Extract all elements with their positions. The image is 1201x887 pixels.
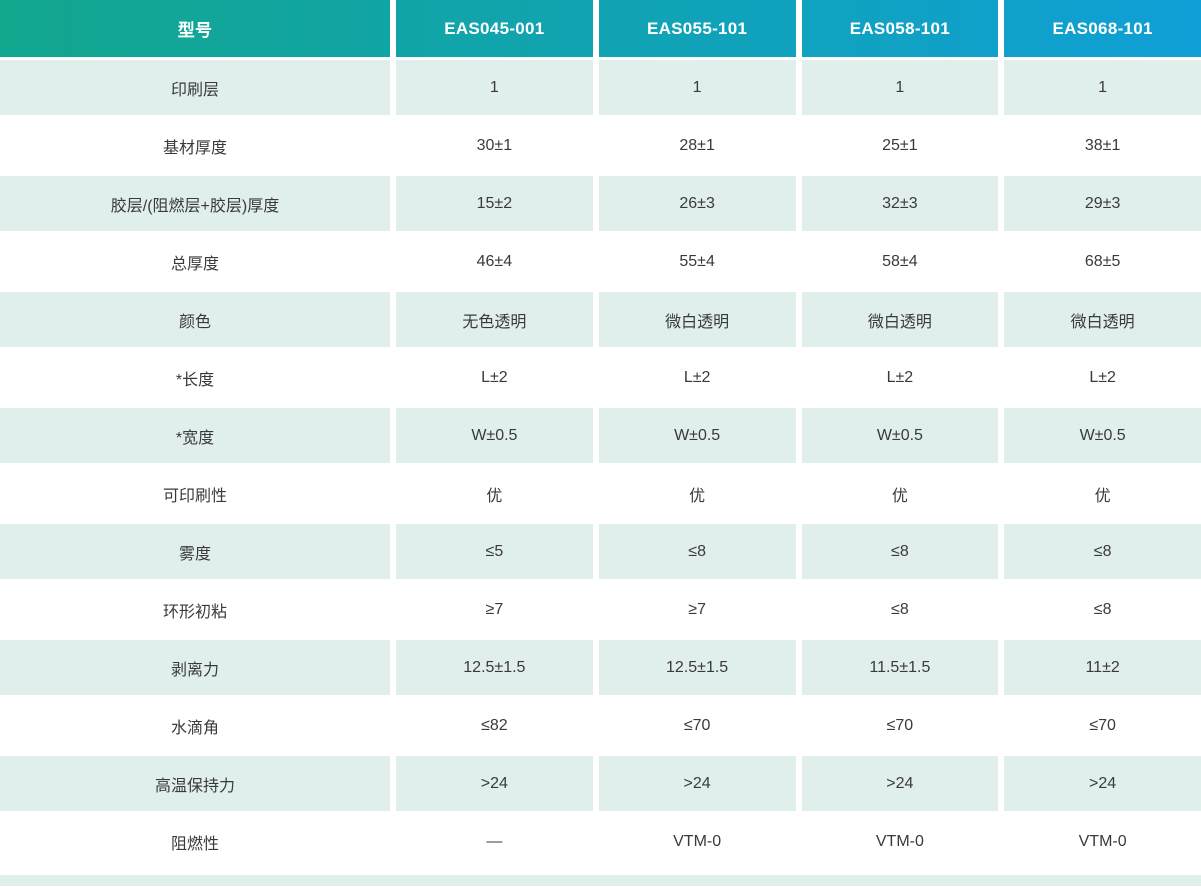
row-label: 雾度 xyxy=(0,524,390,579)
row-label: 总厚度 xyxy=(0,234,390,289)
value-cell: L±2 xyxy=(598,350,796,405)
value-cell: ≤5 xyxy=(396,524,593,579)
value-cell: W±0.5 xyxy=(801,408,999,463)
value-cell: ≤8 xyxy=(1004,524,1201,579)
value-cell: ≥7 xyxy=(396,582,593,637)
row-label: 剥离力 xyxy=(0,640,390,695)
value-cell: 58±4 xyxy=(801,234,999,289)
value-cell: VTM-0 xyxy=(801,814,999,869)
value-cell: L±2 xyxy=(1004,350,1201,405)
value-cell: >24 xyxy=(396,756,593,811)
column-header-model-label: 型号 xyxy=(0,0,390,57)
row-label: 高温保持力 xyxy=(0,756,390,811)
value-cell: >24 xyxy=(1004,756,1201,811)
value-cell: 11.5±1.5 xyxy=(801,640,999,695)
value-cell: >24 xyxy=(598,756,796,811)
value-cell: 29±3 xyxy=(1004,176,1201,231)
row-label: 阻燃性 xyxy=(0,814,390,869)
value-cell: W±0.5 xyxy=(396,408,593,463)
row-label: *宽度 xyxy=(0,408,390,463)
value-cell: 1 xyxy=(1004,60,1201,115)
value-cell: 25±1 xyxy=(801,118,999,173)
value-cell: 无色透明 xyxy=(396,292,593,347)
value-cell: ≤8 xyxy=(801,582,999,637)
value-cell: 12.5±1.5 xyxy=(396,640,593,695)
value-cell: 微白透明 xyxy=(801,292,999,347)
column-header-eas055: EAS055-101 xyxy=(598,0,796,57)
value-cell: 38±1 xyxy=(1004,118,1201,173)
value-cell: — xyxy=(396,814,593,869)
column-header-eas045: EAS045-001 xyxy=(396,0,593,57)
value-cell: ≤70 xyxy=(1004,698,1201,753)
value-cell: 微白透明 xyxy=(598,292,796,347)
value-cell: VTM-0 xyxy=(598,814,796,869)
value-cell: ≤70 xyxy=(598,698,796,753)
row-label: 颜色 xyxy=(0,292,390,347)
value-cell: ≥7 xyxy=(598,582,796,637)
value-cell: 30±1 xyxy=(396,118,593,173)
value-cell: 15±2 xyxy=(396,176,593,231)
next-section-strip xyxy=(0,875,1201,886)
row-label: 印刷层 xyxy=(0,60,390,115)
value-cell: VTM-0 xyxy=(1004,814,1201,869)
value-cell: L±2 xyxy=(396,350,593,405)
value-cell: W±0.5 xyxy=(1004,408,1201,463)
value-cell: W±0.5 xyxy=(598,408,796,463)
row-label: 胶层/(阻燃层+胶层)厚度 xyxy=(0,176,390,231)
row-label: 可印刷性 xyxy=(0,466,390,521)
value-cell: ≤8 xyxy=(1004,582,1201,637)
value-cell: L±2 xyxy=(801,350,999,405)
row-label: 基材厚度 xyxy=(0,118,390,173)
row-label: *长度 xyxy=(0,350,390,405)
value-cell: 55±4 xyxy=(598,234,796,289)
value-cell: 优 xyxy=(1004,466,1201,521)
value-cell: 32±3 xyxy=(801,176,999,231)
row-label: 环形初粘 xyxy=(0,582,390,637)
value-cell: >24 xyxy=(801,756,999,811)
value-cell: 1 xyxy=(598,60,796,115)
value-cell: 微白透明 xyxy=(1004,292,1201,347)
value-cell: 68±5 xyxy=(1004,234,1201,289)
spec-table: 型号 EAS045-001 EAS055-101 EAS058-101 EAS0… xyxy=(0,0,1201,869)
value-cell: ≤82 xyxy=(396,698,593,753)
value-cell: 优 xyxy=(598,466,796,521)
value-cell: ≤8 xyxy=(598,524,796,579)
column-header-eas058: EAS058-101 xyxy=(801,0,999,57)
value-cell: ≤8 xyxy=(801,524,999,579)
value-cell: ≤70 xyxy=(801,698,999,753)
value-cell: 28±1 xyxy=(598,118,796,173)
value-cell: 46±4 xyxy=(396,234,593,289)
value-cell: 优 xyxy=(396,466,593,521)
value-cell: 26±3 xyxy=(598,176,796,231)
value-cell: 优 xyxy=(801,466,999,521)
value-cell: 11±2 xyxy=(1004,640,1201,695)
column-header-eas068: EAS068-101 xyxy=(1004,0,1201,57)
row-label: 水滴角 xyxy=(0,698,390,753)
value-cell: 12.5±1.5 xyxy=(598,640,796,695)
value-cell: 1 xyxy=(396,60,593,115)
value-cell: 1 xyxy=(801,60,999,115)
